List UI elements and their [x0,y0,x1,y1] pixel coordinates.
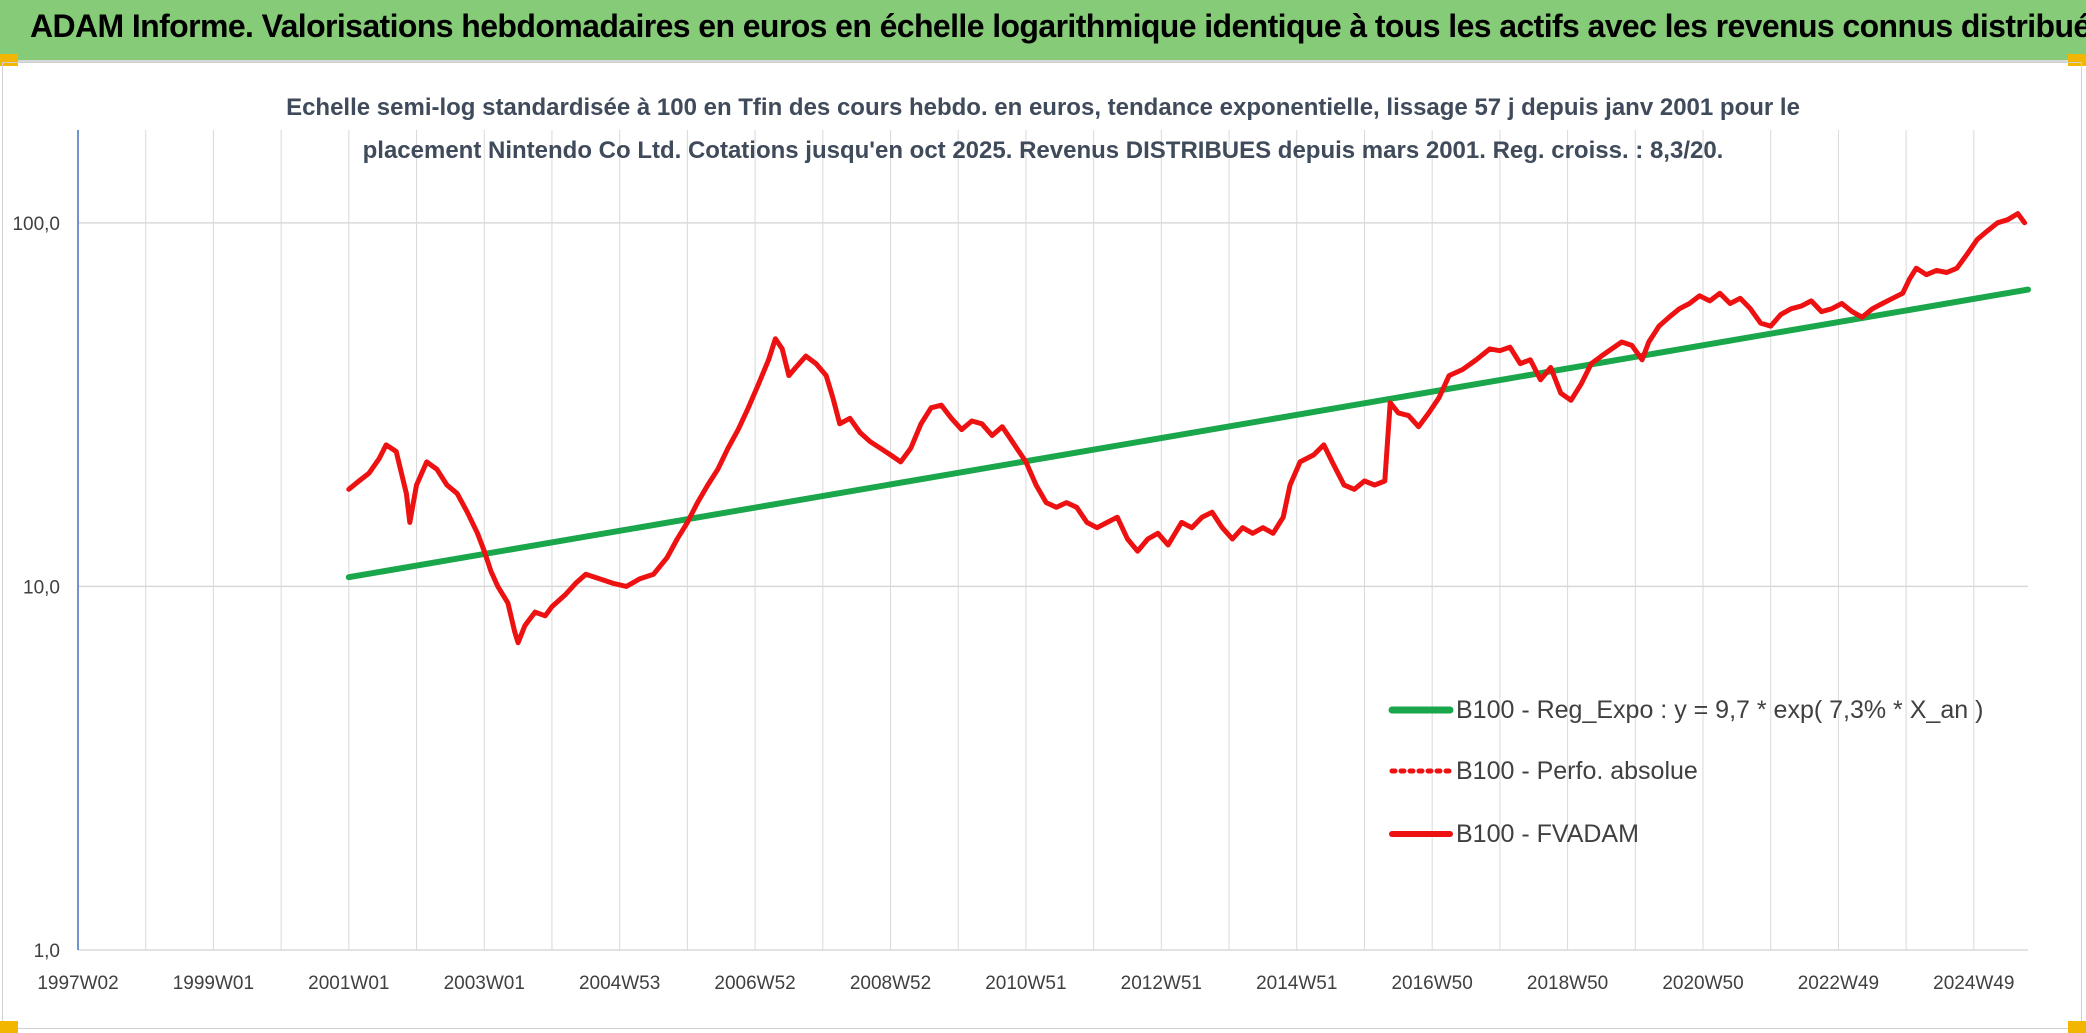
x-tick-label: 2022W49 [1798,973,1879,994]
legend-label-fvadam: B100 - FVADAM [1456,820,1639,848]
chart-subtitle-line-1: Echelle semi-log standardisée à 100 en T… [286,94,1800,121]
x-tick-label: 2024W49 [1933,973,2014,994]
legend-label-trend: B100 - Reg_Expo : y = 9,7 * exp( 7,3% * … [1456,696,1983,724]
page-title: ADAM Informe. Valorisations hebdomadaire… [30,8,2086,44]
fvadam-series-line [346,211,2028,646]
x-tick-label: 2014W51 [1256,973,1337,994]
title-banner: ADAM Informe. Valorisations hebdomadaire… [0,0,2086,62]
x-tick-label: 2004W53 [579,973,660,994]
x-tick-label: 2008W52 [850,973,931,994]
legend: B100 - Reg_Expo : y = 9,7 * exp( 7,3% * … [1388,696,1983,848]
legend-label-perf: B100 - Perfo. absolue [1456,757,1698,785]
axis-layer: 1,0 10,0 100,0 1997W02 1999W01 2001W01 2003W01… [12,130,2015,994]
series-layer [345,211,2031,646]
corner-mark-bottom-right [2068,1021,2086,1033]
y-tick-label: 1,0 [34,941,60,962]
x-tick-label: 1999W01 [173,973,254,994]
grid-layer [77,130,2028,951]
x-tick-label: 2020W50 [1662,973,1743,994]
corner-mark-top-left [0,54,18,66]
chart-subtitle-line-2: placement Nintendo Co Ltd. Cotations jus… [363,137,1724,164]
x-tick-label: 2018W50 [1527,973,1608,994]
plot-border [2,62,2082,1029]
x-tick-label: 2016W50 [1391,973,1472,994]
x-tick-label: 2001W01 [308,973,389,994]
x-tick-label: 2010W51 [985,973,1066,994]
x-tick-label: 2012W51 [1121,973,1202,994]
corner-mark-bottom-left [0,1021,18,1033]
x-tick-label: 2003W01 [444,973,525,994]
x-tick-label: 1997W02 [37,973,118,994]
y-tick-label: 100,0 [12,214,60,235]
x-tick-label: 2006W52 [714,973,795,994]
trend-line [345,286,2031,581]
y-tick-label: 10,0 [23,577,60,598]
